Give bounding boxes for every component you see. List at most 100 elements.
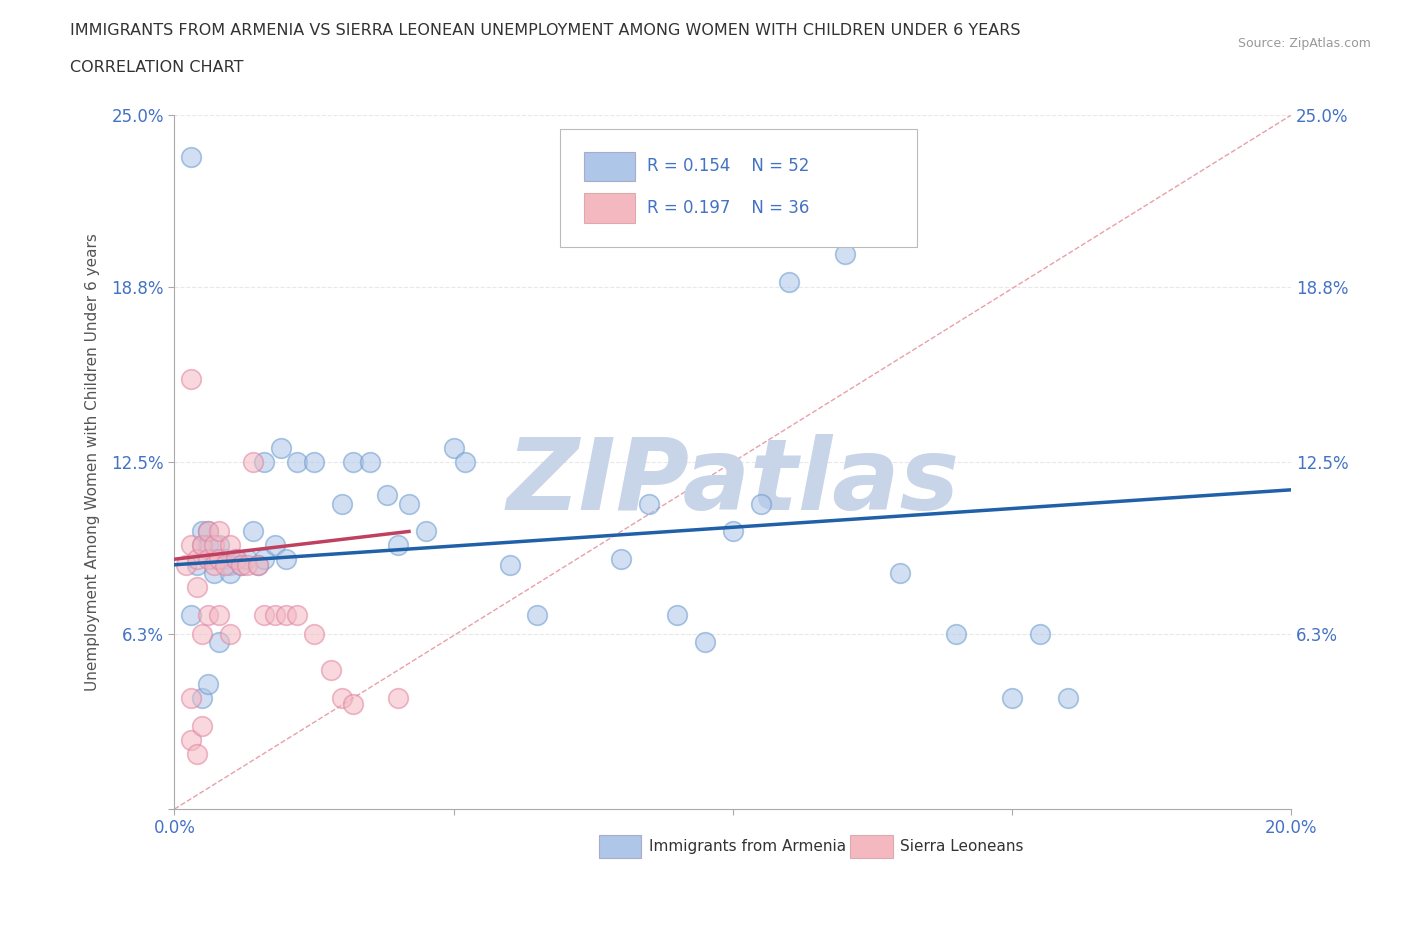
Point <box>302 455 325 470</box>
Point <box>208 538 231 552</box>
Point <box>208 607 231 622</box>
Point <box>721 524 744 538</box>
Point <box>387 538 409 552</box>
Point <box>253 551 276 566</box>
FancyBboxPatch shape <box>560 129 917 246</box>
Point <box>666 607 689 622</box>
Point <box>889 565 911 580</box>
Point <box>443 441 465 456</box>
Point <box>285 607 308 622</box>
Point <box>526 607 548 622</box>
Point <box>302 627 325 642</box>
Point <box>342 697 364 711</box>
Point <box>247 557 270 572</box>
Bar <box>599 835 641 857</box>
Point <box>214 557 236 572</box>
Point <box>415 524 437 538</box>
Point <box>180 538 202 552</box>
Point <box>693 635 716 650</box>
Point <box>276 551 298 566</box>
Point <box>231 557 253 572</box>
Point <box>174 557 197 572</box>
Text: Immigrants from Armenia: Immigrants from Armenia <box>650 839 846 854</box>
Text: Source: ZipAtlas.com: Source: ZipAtlas.com <box>1237 37 1371 50</box>
Point <box>225 551 247 566</box>
Point <box>1057 691 1080 706</box>
Point <box>202 551 225 566</box>
Point <box>180 371 202 386</box>
Point <box>202 557 225 572</box>
Point <box>191 538 214 552</box>
Point <box>253 607 276 622</box>
Point <box>834 246 856 261</box>
Point <box>1029 627 1052 642</box>
Point <box>749 497 772 512</box>
Point <box>225 551 247 566</box>
Point <box>191 524 214 538</box>
Point <box>638 497 661 512</box>
Point <box>285 455 308 470</box>
Point <box>398 497 420 512</box>
Point <box>219 565 242 580</box>
Text: IMMIGRANTS FROM ARMENIA VS SIERRA LEONEAN UNEMPLOYMENT AMONG WOMEN WITH CHILDREN: IMMIGRANTS FROM ARMENIA VS SIERRA LEONEA… <box>70 23 1021 38</box>
Point <box>197 538 219 552</box>
Point <box>270 441 292 456</box>
Point <box>778 274 800 289</box>
Point <box>197 607 219 622</box>
Point <box>319 663 342 678</box>
Y-axis label: Unemployment Among Women with Children Under 6 years: Unemployment Among Women with Children U… <box>86 233 100 691</box>
Point <box>180 149 202 164</box>
Point <box>359 455 381 470</box>
Point <box>219 538 242 552</box>
Point <box>191 691 214 706</box>
Point <box>208 551 231 566</box>
Point <box>191 627 214 642</box>
Text: R = 0.197    N = 36: R = 0.197 N = 36 <box>647 199 810 217</box>
Point <box>197 677 219 692</box>
Point <box>197 551 219 566</box>
Point <box>202 538 225 552</box>
Point <box>342 455 364 470</box>
Bar <box>585 193 634 222</box>
Text: Sierra Leoneans: Sierra Leoneans <box>900 839 1024 854</box>
Bar <box>851 835 893 857</box>
Point <box>242 455 264 470</box>
Point <box>330 691 353 706</box>
Point <box>236 557 259 572</box>
Point <box>219 557 242 572</box>
Point <box>253 455 276 470</box>
Point <box>276 607 298 622</box>
Point <box>231 557 253 572</box>
Point <box>375 488 398 503</box>
Point <box>180 732 202 747</box>
Point <box>219 627 242 642</box>
Point <box>1001 691 1024 706</box>
Point <box>180 607 202 622</box>
Point <box>236 551 259 566</box>
Point <box>197 524 219 538</box>
Point <box>202 565 225 580</box>
Point <box>186 557 208 572</box>
Point <box>498 557 520 572</box>
Point <box>945 627 967 642</box>
Point <box>264 607 287 622</box>
Point <box>191 718 214 733</box>
Point <box>247 557 270 572</box>
Point <box>191 538 214 552</box>
Text: ZIPatlas: ZIPatlas <box>506 434 959 531</box>
Point <box>214 551 236 566</box>
Point <box>186 551 208 566</box>
Point <box>330 497 353 512</box>
Point <box>387 691 409 706</box>
Point <box>208 524 231 538</box>
Point <box>610 551 633 566</box>
Point <box>186 579 208 594</box>
Text: R = 0.154    N = 52: R = 0.154 N = 52 <box>647 157 810 176</box>
Point <box>264 538 287 552</box>
Point <box>197 524 219 538</box>
Point <box>242 524 264 538</box>
Text: CORRELATION CHART: CORRELATION CHART <box>70 60 243 75</box>
Bar <box>585 152 634 181</box>
Point <box>208 635 231 650</box>
Point <box>186 746 208 761</box>
